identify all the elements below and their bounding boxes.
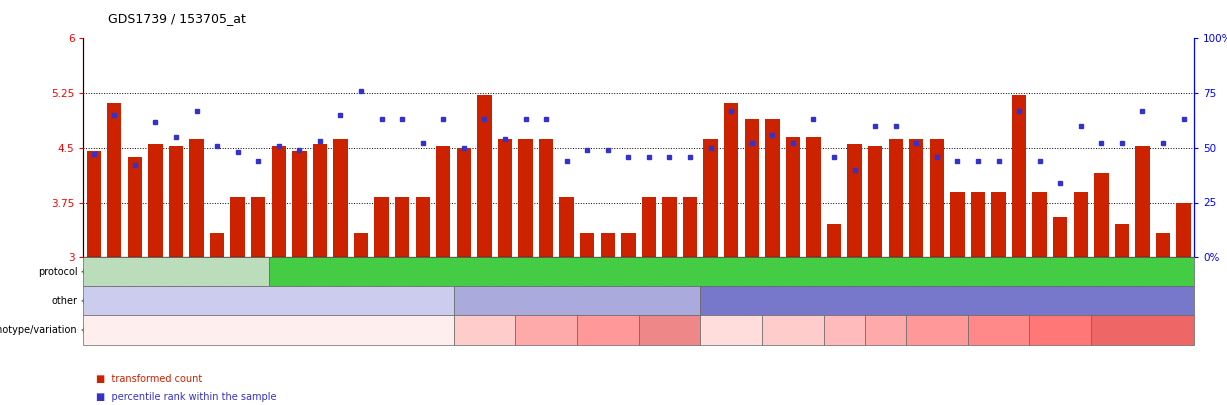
Bar bbox=[148, 144, 163, 257]
Bar bbox=[827, 224, 842, 257]
Bar bbox=[621, 233, 636, 257]
Bar bbox=[353, 233, 368, 257]
Text: GFP negative: GFP negative bbox=[141, 267, 211, 277]
Text: ■  transformed count: ■ transformed count bbox=[96, 374, 202, 384]
Text: lmd: lmd bbox=[661, 326, 679, 335]
Bar bbox=[87, 151, 101, 257]
Bar bbox=[416, 197, 429, 257]
Bar bbox=[806, 137, 821, 257]
Text: FGFR: FGFR bbox=[782, 326, 805, 335]
Bar bbox=[169, 146, 183, 257]
Bar bbox=[703, 139, 718, 257]
Bar bbox=[991, 192, 1006, 257]
Bar bbox=[1177, 202, 1190, 257]
Text: GFP positive: GFP positive bbox=[699, 267, 763, 277]
Bar bbox=[539, 139, 553, 257]
Bar bbox=[1094, 173, 1108, 257]
Bar bbox=[477, 95, 492, 257]
Text: wild type: wild type bbox=[248, 326, 290, 335]
Bar bbox=[518, 139, 533, 257]
Text: Pnt: Pnt bbox=[930, 326, 944, 335]
Bar bbox=[1135, 146, 1150, 257]
Bar bbox=[930, 139, 944, 257]
Bar bbox=[888, 139, 903, 257]
Text: Dl: Dl bbox=[602, 326, 612, 335]
Bar bbox=[1074, 192, 1088, 257]
Text: GDS1739 / 153705_at: GDS1739 / 153705_at bbox=[108, 12, 245, 25]
Text: EGFR: EGFR bbox=[719, 326, 744, 335]
Bar bbox=[189, 139, 204, 257]
Bar bbox=[313, 144, 328, 257]
Bar bbox=[271, 146, 286, 257]
Text: Notch: Notch bbox=[1129, 326, 1156, 335]
Text: protocol: protocol bbox=[38, 267, 77, 277]
Bar bbox=[724, 102, 739, 257]
Bar bbox=[210, 233, 225, 257]
Bar bbox=[1053, 217, 1067, 257]
Text: Ras: Ras bbox=[990, 326, 1006, 335]
Bar bbox=[848, 144, 861, 257]
Text: genotype/variation: genotype/variation bbox=[0, 325, 77, 335]
Bar bbox=[498, 139, 512, 257]
Bar bbox=[436, 146, 450, 257]
Bar bbox=[252, 197, 265, 257]
Bar bbox=[766, 119, 779, 257]
Bar bbox=[745, 119, 760, 257]
Bar bbox=[971, 192, 985, 257]
Text: loss of function: loss of function bbox=[537, 296, 617, 306]
Bar bbox=[334, 139, 347, 257]
Bar bbox=[683, 197, 697, 257]
Text: wg: wg bbox=[540, 326, 552, 335]
Bar bbox=[456, 148, 471, 257]
Bar bbox=[1012, 95, 1026, 257]
Bar bbox=[292, 151, 307, 257]
Bar bbox=[1114, 224, 1129, 257]
Bar bbox=[580, 233, 594, 257]
Text: spi: spi bbox=[479, 326, 491, 335]
Text: ■  percentile rank within the sample: ■ percentile rank within the sample bbox=[96, 392, 276, 402]
Bar bbox=[950, 192, 964, 257]
Bar bbox=[1156, 233, 1171, 257]
Bar bbox=[1032, 192, 1047, 257]
Bar bbox=[107, 102, 121, 257]
Bar bbox=[867, 146, 882, 257]
Bar bbox=[642, 197, 656, 257]
Text: Tkv: Tkv bbox=[1053, 326, 1069, 335]
Bar bbox=[560, 197, 574, 257]
Text: gain of function: gain of function bbox=[906, 296, 988, 306]
Bar bbox=[785, 137, 800, 257]
Bar bbox=[374, 197, 389, 257]
Text: wild type: wild type bbox=[244, 296, 292, 306]
Text: Arm, Ras: Arm, Ras bbox=[865, 326, 906, 335]
Text: other: other bbox=[52, 296, 77, 306]
Bar bbox=[600, 233, 615, 257]
Bar bbox=[909, 139, 924, 257]
Bar bbox=[128, 157, 142, 257]
Bar bbox=[663, 197, 677, 257]
Bar bbox=[231, 197, 245, 257]
Bar bbox=[395, 197, 410, 257]
Text: Arm: Arm bbox=[836, 326, 854, 335]
